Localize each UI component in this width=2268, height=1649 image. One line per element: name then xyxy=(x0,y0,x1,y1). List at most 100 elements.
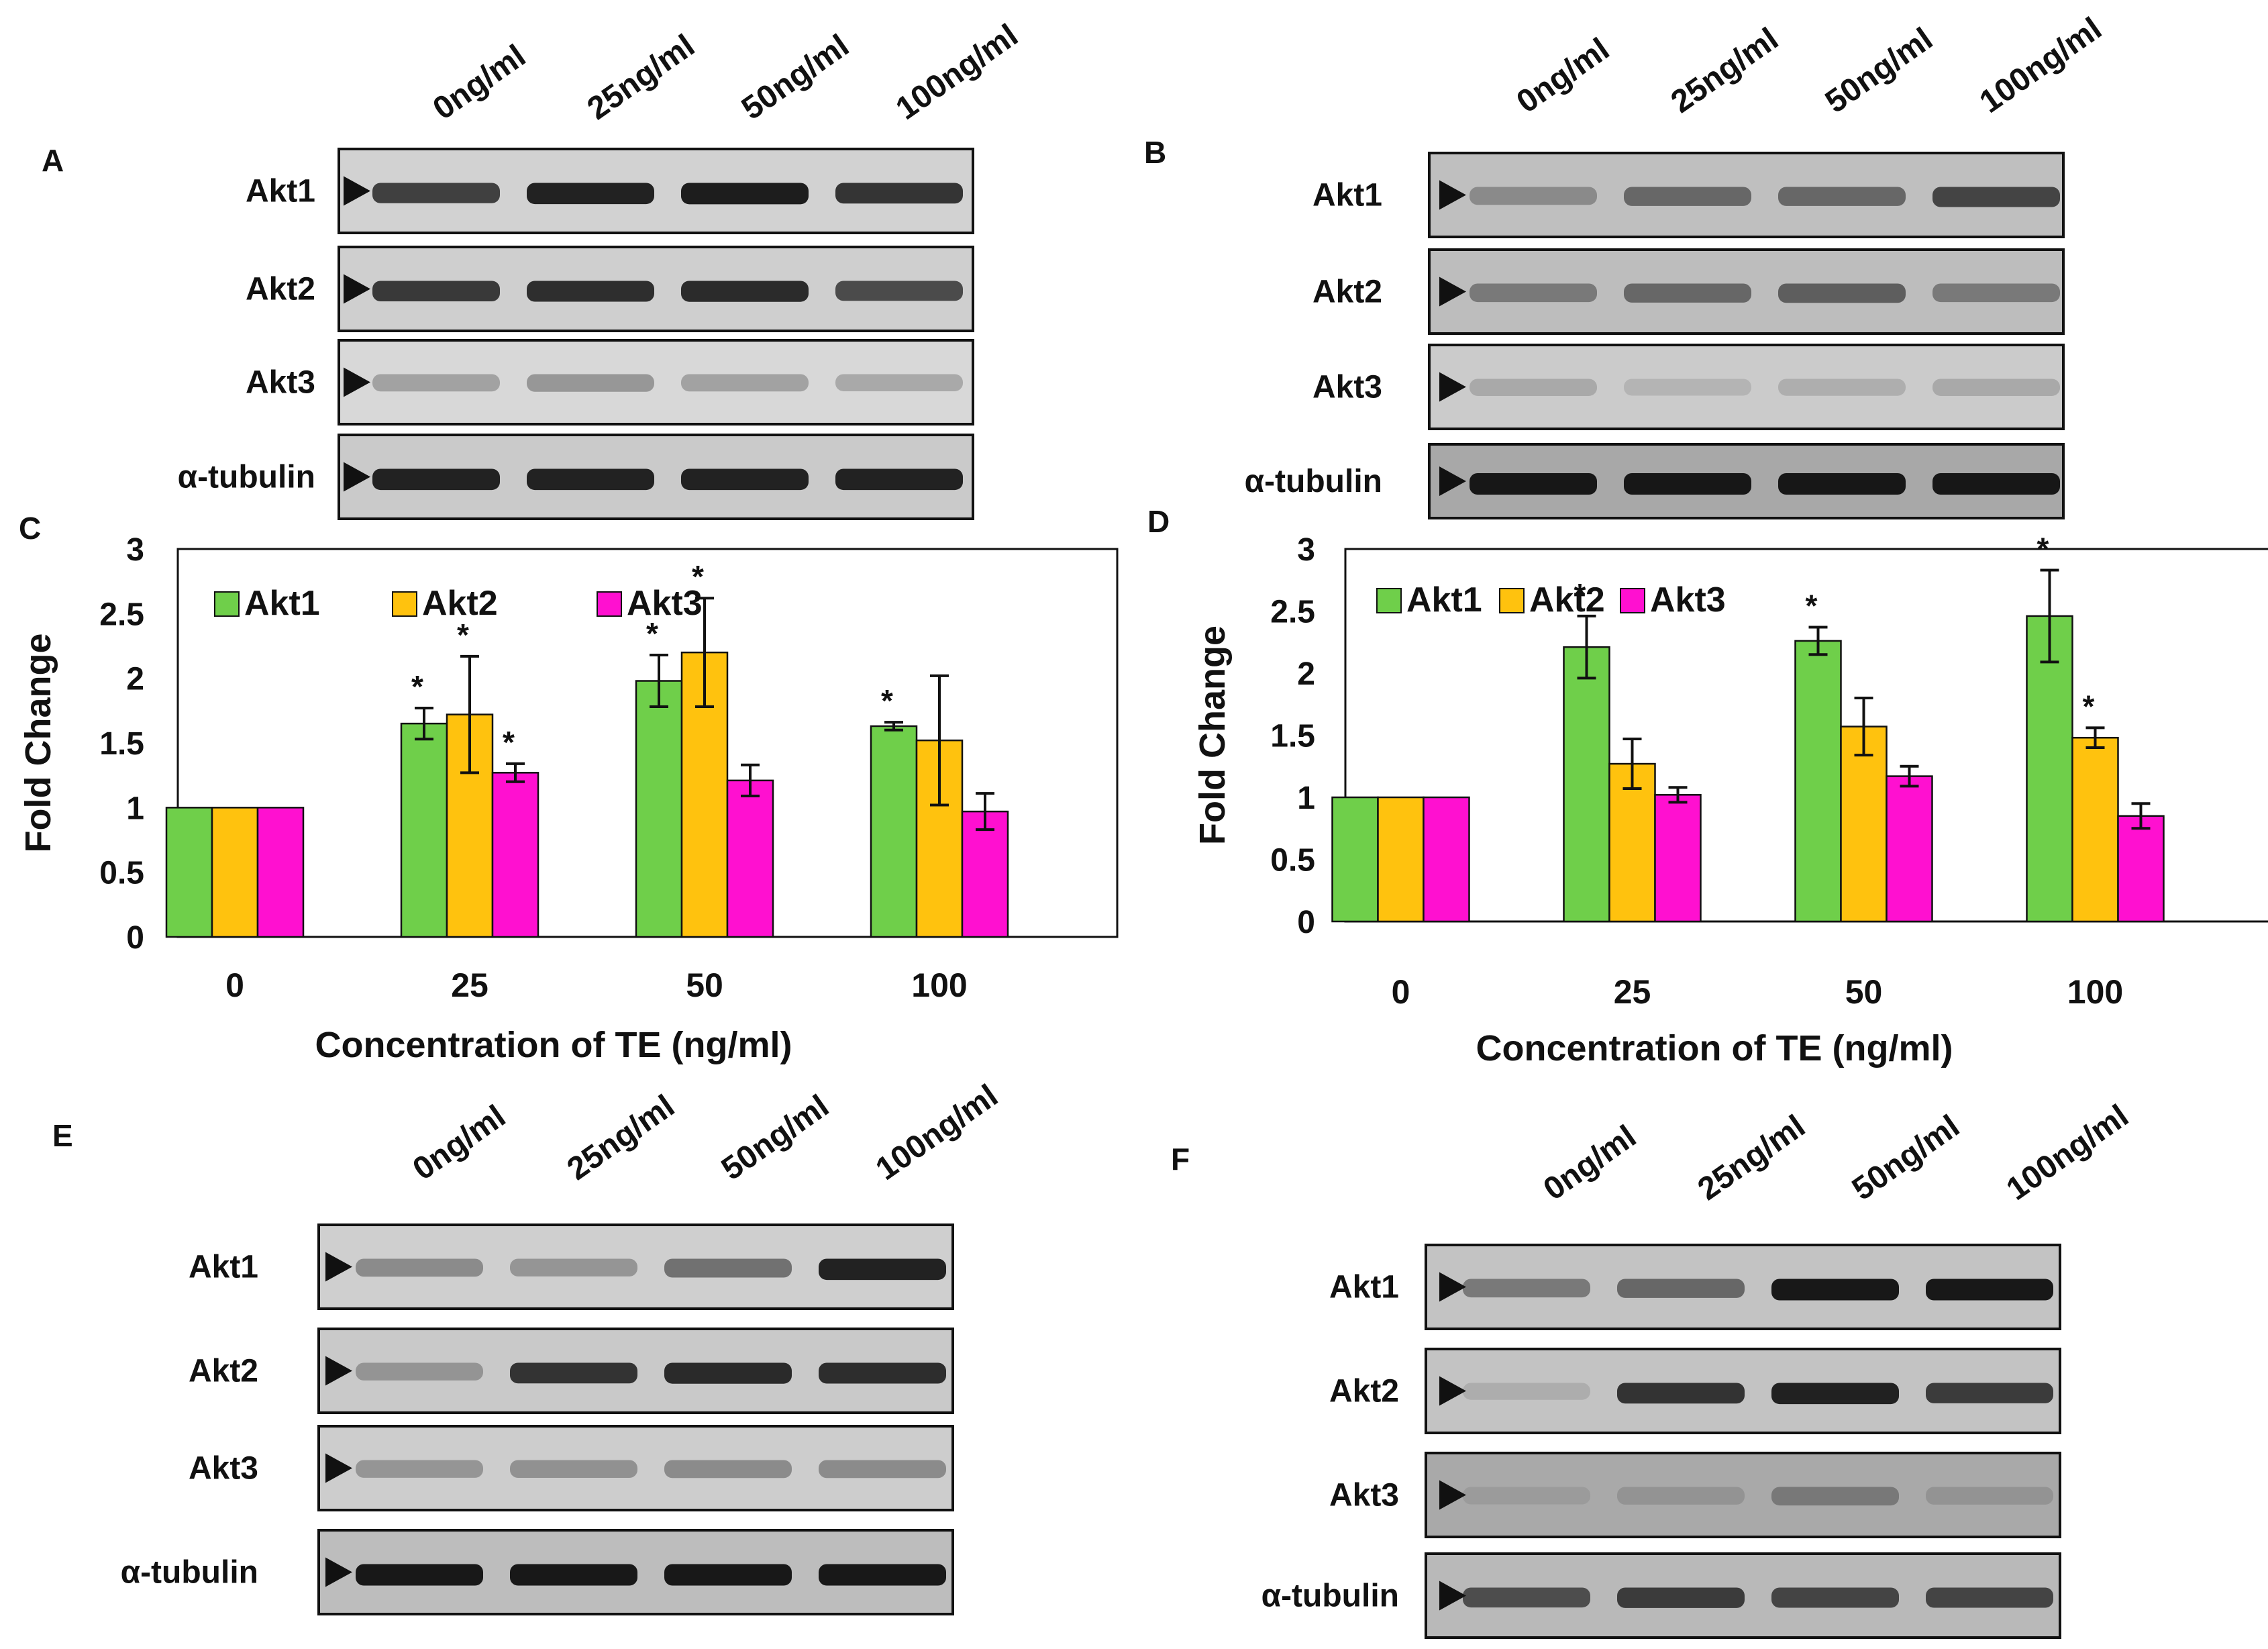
band xyxy=(527,183,654,205)
error-bar xyxy=(460,654,479,774)
arrowhead-icon xyxy=(325,1557,352,1587)
lane-label: 50ng/ml xyxy=(735,28,856,127)
x-tick-label: 25 xyxy=(1614,973,1651,1011)
blot-row-akt2: Akt2 xyxy=(246,246,974,332)
bar-akt1 xyxy=(1563,646,1610,923)
row-label: Akt2 xyxy=(246,272,315,307)
blot-row-tubulin: α-tubulin xyxy=(121,1529,954,1615)
legend-swatch xyxy=(1499,588,1525,613)
band xyxy=(1617,1587,1745,1608)
lane-label: 0ng/ml xyxy=(1537,1119,1643,1207)
y-tick-label: 1.5 xyxy=(99,726,144,762)
band xyxy=(1624,473,1751,495)
y-tick-label: 1.5 xyxy=(1270,719,1315,754)
band xyxy=(1617,1383,1745,1404)
error-bar xyxy=(1854,697,1873,757)
y-tick-label: 2 xyxy=(126,662,144,697)
band xyxy=(1617,1279,1745,1298)
lane-label: 50ng/ml xyxy=(715,1089,835,1187)
band xyxy=(1624,379,1751,396)
arrowhead-icon xyxy=(325,1453,352,1483)
band xyxy=(819,1460,946,1479)
arrowhead-icon xyxy=(344,367,370,397)
bar-akt2 xyxy=(1377,796,1425,923)
y-tick-label: 2.5 xyxy=(1270,595,1315,630)
significance-asterisk: * xyxy=(646,616,658,651)
row-label: Akt3 xyxy=(1329,1478,1399,1513)
x-tick-label: 25 xyxy=(451,966,488,1004)
lane-label: 25ng/ml xyxy=(1665,21,1785,120)
significance-asterisk: * xyxy=(503,725,515,760)
error-bar xyxy=(650,653,668,709)
error-bar xyxy=(930,674,949,807)
panel-letter-e: E xyxy=(52,1118,73,1153)
bar-akt3 xyxy=(1423,796,1470,923)
band xyxy=(510,1564,637,1586)
legend-label: Akt3 xyxy=(627,584,703,623)
band xyxy=(1926,1383,2053,1403)
bar-akt3 xyxy=(1654,794,1702,923)
blot-row-tubulin: α-tubulin xyxy=(1245,443,2065,519)
bar-akt1 xyxy=(400,722,448,938)
blot-svg-b: 0ng/ml 25ng/ml 50ng/ml 100ng/ml Akt1 Akt2 Akt3… xyxy=(1245,11,2108,519)
band xyxy=(1771,1279,1899,1301)
error-bar xyxy=(884,721,903,732)
band xyxy=(510,1258,637,1277)
y-tick-label: 0 xyxy=(1297,905,1315,940)
y-tick-label: 2.5 xyxy=(99,597,144,632)
row-label: α-tubulin xyxy=(1261,1579,1399,1614)
bar-akt2 xyxy=(1840,726,1888,923)
band xyxy=(1778,283,1906,303)
blot-row-tubulin: α-tubulin xyxy=(178,434,974,520)
band xyxy=(356,1362,483,1381)
lane-label: 100ng/ml xyxy=(1973,11,2108,120)
bar-akt3 xyxy=(491,772,539,938)
significance-asterisk: * xyxy=(2037,531,2049,566)
bar-akt1 xyxy=(635,680,683,938)
significance-asterisk: * xyxy=(1806,589,1818,623)
error-bar xyxy=(1808,626,1828,656)
bar-chart-d: 0 0.5 1 1.5 2 2.5 3 Fold Change Concentration of… xyxy=(1134,523,2268,1087)
x-tick-label: 100 xyxy=(2067,973,2123,1011)
arrowhead-icon xyxy=(1439,466,1466,496)
band xyxy=(1470,379,1597,396)
significance-asterisk: * xyxy=(457,617,469,652)
arrowhead-icon xyxy=(1439,1581,1466,1611)
arrowhead-icon xyxy=(1439,1480,1466,1510)
band xyxy=(819,1564,946,1586)
y-tick-label: 0 xyxy=(126,920,144,956)
arrowhead-icon xyxy=(344,274,370,304)
blot-row-tubulin: α-tubulin xyxy=(1261,1552,2061,1639)
blot-row-akt3: Akt3 xyxy=(1312,344,2065,430)
western-blot-a: 0ng/ml 25ng/ml 50ng/ml 100ng/ml Akt1 Akt2 Akt3… xyxy=(0,0,1134,530)
band xyxy=(681,374,809,392)
bar-akt3 xyxy=(961,810,1009,938)
band xyxy=(1771,1587,1899,1608)
band xyxy=(1778,187,1906,206)
error-bar xyxy=(741,763,760,797)
band xyxy=(372,468,500,491)
y-tick-label: 3 xyxy=(126,532,144,568)
lane-label: 50ng/ml xyxy=(1846,1109,1966,1207)
band xyxy=(1617,1487,1745,1505)
error-bar xyxy=(2085,726,2105,749)
legend-label: Akt2 xyxy=(1529,581,1605,619)
band xyxy=(1470,187,1597,205)
band xyxy=(835,374,963,391)
legend-swatch xyxy=(214,591,240,617)
row-label: Akt2 xyxy=(1312,274,1382,310)
band xyxy=(1771,1383,1899,1405)
legend-label: Akt2 xyxy=(422,584,498,623)
row-label: Akt2 xyxy=(189,1354,258,1389)
blot-svg-f: 0ng/ml 25ng/ml 50ng/ml 100ng/ml Akt1 Akt2 Akt3… xyxy=(1261,1098,2135,1639)
arrowhead-icon xyxy=(1439,277,1466,307)
chart-svg-d: 0 0.5 1 1.5 2 2.5 3 Fold Change Concentration of… xyxy=(1192,531,2268,1068)
significance-asterisk: * xyxy=(411,669,423,704)
band xyxy=(819,1362,946,1384)
row-label: Akt1 xyxy=(246,174,315,209)
error-bar xyxy=(2131,802,2151,830)
x-axis-label: Concentration of TE (ng/ml) xyxy=(315,1025,792,1065)
band xyxy=(1932,379,2060,396)
row-label: Akt2 xyxy=(1329,1374,1399,1409)
row-label: Akt3 xyxy=(246,365,315,401)
